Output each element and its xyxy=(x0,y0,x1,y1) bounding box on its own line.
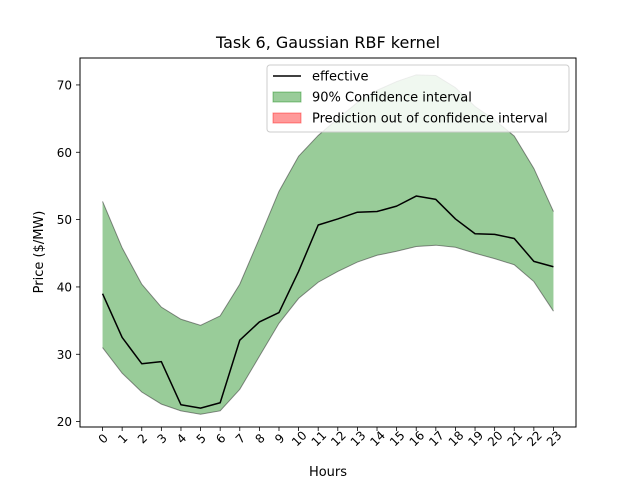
legend-patch-swatch xyxy=(273,113,301,123)
y-tick-label: 20 xyxy=(57,415,72,429)
chart-title: Task 6, Gaussian RBF kernel xyxy=(215,33,440,52)
y-tick-label: 40 xyxy=(57,280,72,294)
y-axis-label: Price ($/MW) xyxy=(32,211,47,294)
legend-label: 90% Confidence interval xyxy=(312,91,472,106)
y-tick-label: 30 xyxy=(57,348,72,362)
y-tick-label: 50 xyxy=(57,213,72,227)
y-tick-label: 60 xyxy=(57,146,72,160)
x-axis-label: Hours xyxy=(309,465,347,480)
legend: effective 90% Confidence interval Predicti… xyxy=(267,65,569,132)
legend-patch-swatch xyxy=(273,92,301,102)
legend-label: Prediction out of confidence interval xyxy=(312,112,548,127)
legend-label: effective xyxy=(312,70,369,85)
y-tick-label: 70 xyxy=(57,78,72,92)
